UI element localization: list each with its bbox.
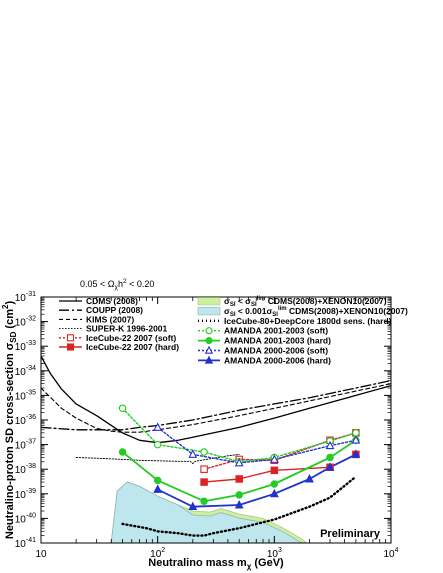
legend-left-swatch-5-marker — [66, 343, 75, 351]
data-point-5-0 — [200, 478, 208, 486]
y-tick-label-6: 10-37 — [15, 439, 36, 452]
legend-right-swatch-6-marker — [204, 355, 214, 364]
y-tick-label-7: 10-38 — [15, 463, 36, 476]
data-point-10-6 — [351, 449, 361, 458]
data-point-9-0 — [153, 422, 163, 431]
legend-left-label-2: KIMS (2007) — [86, 314, 134, 324]
data-point-9-2 — [234, 457, 244, 467]
data-point-9-5 — [351, 435, 361, 444]
data-point-7-6 — [352, 429, 360, 437]
data-point-5-2 — [270, 466, 279, 475]
legend-right-swatch-5-marker — [204, 345, 214, 354]
y-tick-label-1: 10-32 — [15, 316, 36, 329]
legend-right-swatch-4-marker — [205, 337, 213, 345]
legend-left-label-0: CDMS (2008) — [86, 296, 138, 306]
data-point-4-0 — [200, 465, 208, 473]
series-line-9 — [157, 426, 357, 464]
ticks-layer: 10 102 103 104 10-31 10-32 10-33 10-34 10-35 10-3… — [15, 291, 399, 560]
data-point-7-1 — [153, 440, 162, 449]
legend-layer: CDMS (2008)COUPP (2008)KIMS (2007)SUPER-… — [59, 296, 408, 365]
y-tick-label-9: 10-40 — [15, 512, 36, 525]
y-tick-label-10: 10-41 — [15, 537, 36, 550]
series-line-7 — [121, 407, 357, 463]
series-line-6 — [121, 475, 358, 537]
data-point-9-1 — [188, 449, 198, 458]
x-tick-label-3: 104 — [383, 547, 398, 560]
legend-left-label-5: IceCube-22 2007 (hard) — [86, 342, 179, 352]
data-point-8-2 — [200, 497, 208, 505]
legend-right-label-0: σSI < σSIlim CDMS(2008)+XENON10(2007) — [224, 296, 387, 308]
y-tick-label-4: 10-35 — [15, 389, 36, 402]
y-tick-label-3: 10-34 — [15, 365, 36, 378]
series-layer — [41, 355, 391, 537]
x-axis-label: Neutralino mass mχ (GeV) — [148, 557, 284, 571]
regions-layer — [110, 481, 308, 543]
region-1 — [110, 481, 307, 543]
series-line-1 — [41, 379, 391, 431]
legend-right-label-3: AMANDA 2001-2003 (soft) — [224, 326, 328, 336]
data-point-8-1 — [153, 476, 162, 485]
markers-layer — [118, 404, 361, 511]
y-axis-label: Neutralino-proton SD cross-section σSD (… — [1, 301, 18, 540]
data-point-7-2 — [200, 448, 208, 456]
series-line-2 — [41, 383, 391, 433]
data-point-10-3 — [269, 488, 279, 498]
y-tick-label-0: 10-31 — [15, 291, 36, 304]
top-annotation: 0.05 < Ωχh2 < 0.20 — [80, 278, 154, 291]
legend-left-label-3: SUPER-K 1996-2001 — [86, 324, 168, 334]
data-point-9-3 — [269, 454, 279, 463]
legend-right-swatch-0 — [197, 297, 221, 306]
data-point-7-0 — [118, 404, 127, 413]
legend-right-label-4: AMANDA 2001-2003 (hard) — [224, 336, 331, 346]
series-line-10 — [156, 453, 357, 508]
series-line-0 — [41, 355, 391, 444]
x-tick-label-0: 10 — [35, 549, 47, 560]
legend-right-swatch-1 — [197, 307, 221, 316]
y-tick-label-5: 10-36 — [15, 414, 36, 427]
legend-left-swatch-4-marker — [66, 334, 75, 342]
legend-left-label-4: IceCube-22 2007 (soft) — [86, 333, 176, 343]
y-tick-label-8: 10-39 — [15, 488, 36, 501]
data-point-5-1 — [235, 475, 243, 483]
data-point-10-4 — [304, 473, 314, 483]
data-point-10-2 — [234, 500, 244, 509]
legend-right-label-2: IceCube-80+DeepCore 1800d sens. (hard) — [224, 316, 392, 326]
legend-left-label-1: COUPP (2008) — [86, 305, 143, 315]
legend-right-label-6: AMANDA 2000-2006 (hard) — [224, 355, 331, 365]
series-line-3 — [75, 453, 240, 464]
y-tick-label-2: 10-33 — [15, 340, 36, 353]
preliminary-watermark: Preliminary — [320, 528, 381, 540]
data-point-8-5 — [326, 453, 334, 462]
data-point-9-4 — [325, 440, 335, 450]
legend-right-label-1: σSI < 0.001σSIlim CDMS(2008)+XENON10(200… — [224, 306, 408, 318]
data-point-8-3 — [235, 491, 243, 499]
data-point-10-1 — [188, 501, 198, 511]
legend-right-label-5: AMANDA 2000-2006 (soft) — [224, 346, 328, 356]
x-tick-label-2: 103 — [267, 547, 282, 560]
data-point-8-0 — [118, 448, 127, 456]
data-point-10-0 — [153, 484, 163, 493]
legend-right-swatch-3-marker — [205, 327, 213, 335]
data-point-10-5 — [325, 462, 335, 471]
x-tick-label-1: 102 — [150, 547, 165, 560]
data-point-8-4 — [270, 480, 279, 488]
